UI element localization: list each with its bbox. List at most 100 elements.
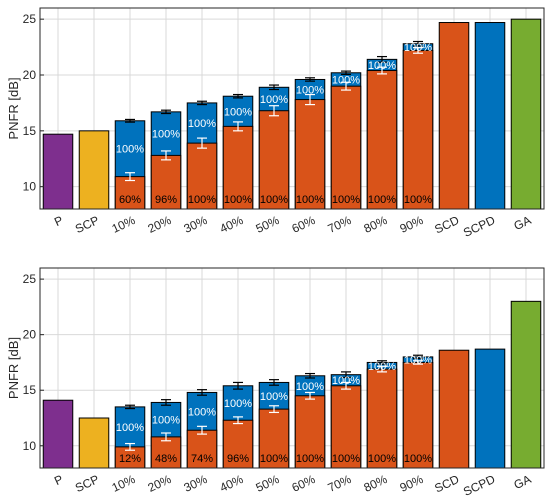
bar-orange-segment — [402, 361, 434, 469]
x-tick-label: 90% — [398, 213, 426, 236]
blue-percent-label: 100% — [224, 106, 252, 118]
bar-scd — [438, 349, 470, 469]
axes-frame — [39, 267, 545, 469]
x-tick-label: SCP — [73, 213, 101, 236]
x-tick-label: SCD — [432, 472, 461, 496]
x-tick-label: P — [52, 213, 65, 229]
orange-percent-label: 74% — [191, 453, 213, 465]
blue-percent-label: 100% — [296, 381, 324, 393]
y-tick-label: 15 — [23, 383, 37, 397]
x-tick-label: SCD — [432, 213, 461, 237]
bar-orange-segment — [366, 70, 398, 210]
chart-panel-top: 100%60%100%96%100%100%100%100%100%100%10… — [6, 7, 545, 240]
blue-percent-label: 100% — [332, 74, 360, 86]
orange-percent-label: 100% — [224, 194, 252, 206]
orange-percent-label: 100% — [368, 194, 396, 206]
x-tick-label: 50% — [254, 472, 282, 495]
bar-orange-segment — [330, 85, 362, 210]
bar-scp — [78, 130, 110, 210]
x-tick-label: 50% — [254, 213, 282, 236]
x-tick-label: 10% — [110, 472, 138, 495]
bar-scpd — [474, 348, 506, 469]
orange-percent-label: 96% — [227, 453, 249, 465]
bar-p — [42, 399, 74, 469]
y-tick-label: 10 — [23, 180, 37, 194]
blue-percent-label: 100% — [260, 94, 288, 106]
axes-frame — [39, 7, 545, 210]
orange-percent-label: 100% — [404, 453, 432, 465]
x-tick-label: 80% — [362, 213, 390, 236]
blue-percent-label: 100% — [188, 406, 216, 418]
blue-percent-label: 100% — [368, 361, 396, 373]
bar-orange-segment — [258, 408, 290, 469]
x-tick-label: GA — [512, 472, 534, 492]
y-tick-label: 25 — [23, 272, 37, 286]
bar-orange-segment — [222, 419, 254, 469]
x-tick-label: 20% — [146, 472, 174, 495]
bar-orange-segment — [186, 142, 218, 210]
x-tick-label: GA — [512, 213, 534, 233]
blue-percent-label: 100% — [404, 355, 432, 367]
orange-percent-label: 100% — [296, 453, 324, 465]
x-tick-label: 40% — [218, 213, 246, 236]
y-tick-label: 25 — [23, 12, 37, 26]
x-tick-label: SCPD — [461, 472, 497, 499]
orange-percent-label: 100% — [296, 194, 324, 206]
blue-percent-label: 100% — [296, 85, 324, 97]
orange-percent-label: 100% — [404, 194, 432, 206]
orange-percent-label: 100% — [368, 453, 396, 465]
x-tick-label: 80% — [362, 472, 390, 495]
y-axis-label: PNFR [dB] — [6, 77, 21, 139]
orange-percent-label: 100% — [260, 194, 288, 206]
orange-percent-label: 100% — [260, 453, 288, 465]
bar-ga — [510, 18, 542, 210]
bar-orange-segment — [258, 110, 290, 210]
x-tick-label: P — [52, 472, 65, 488]
orange-percent-label: 100% — [332, 194, 360, 206]
x-tick-label: 70% — [326, 213, 354, 236]
x-tick-label: 60% — [290, 472, 318, 495]
bar-orange-segment — [402, 49, 434, 210]
chart-panel-bottom: 100% 12% 100% 48% 100% 74% 100% 96% 100% 100% 100%… — [6, 267, 545, 499]
blue-percent-label: 100% — [188, 118, 216, 130]
blue-percent-label: 100% — [116, 422, 144, 434]
bar-scp — [78, 417, 110, 469]
y-tick-label: 10 — [23, 439, 37, 453]
x-tick-label: SCPD — [461, 213, 497, 240]
orange-percent-label: 100% — [332, 453, 360, 465]
y-tick-label: 20 — [23, 68, 37, 82]
orange-percent-label: 12% — [119, 453, 141, 465]
bar-scd — [438, 22, 470, 210]
bar-ga — [510, 300, 542, 469]
blue-percent-label: 100% — [116, 144, 144, 156]
bar-orange-segment — [294, 99, 326, 210]
y-tick-label: 20 — [23, 328, 37, 342]
orange-percent-label: 100% — [188, 194, 216, 206]
bar-scpd — [474, 22, 506, 210]
x-tick-label: SCP — [73, 472, 101, 495]
bar-orange-segment — [186, 429, 218, 469]
x-tick-label: 70% — [326, 472, 354, 495]
blue-percent-label: 100% — [404, 42, 432, 54]
orange-percent-label: 96% — [155, 194, 177, 206]
bar-orange-segment — [294, 395, 326, 469]
x-tick-label: 90% — [398, 472, 426, 495]
x-tick-label: 30% — [182, 472, 210, 495]
blue-percent-label: 100% — [152, 415, 180, 427]
orange-percent-label: 48% — [155, 453, 177, 465]
x-tick-label: 30% — [182, 213, 210, 236]
orange-percent-label: 60% — [119, 194, 141, 206]
blue-percent-label: 100% — [152, 129, 180, 141]
x-tick-label: 10% — [110, 213, 138, 236]
blue-percent-label: 100% — [224, 398, 252, 410]
blue-percent-label: 100% — [332, 375, 360, 387]
x-tick-label: 40% — [218, 472, 246, 495]
bar-p — [42, 133, 74, 210]
y-tick-label: 15 — [23, 124, 37, 138]
blue-percent-label: 100% — [368, 60, 396, 72]
y-axis-label: PNFR [dB] — [6, 337, 21, 399]
blue-percent-label: 100% — [260, 391, 288, 403]
x-tick-label: 60% — [290, 213, 318, 236]
bar-orange-segment — [366, 368, 398, 469]
